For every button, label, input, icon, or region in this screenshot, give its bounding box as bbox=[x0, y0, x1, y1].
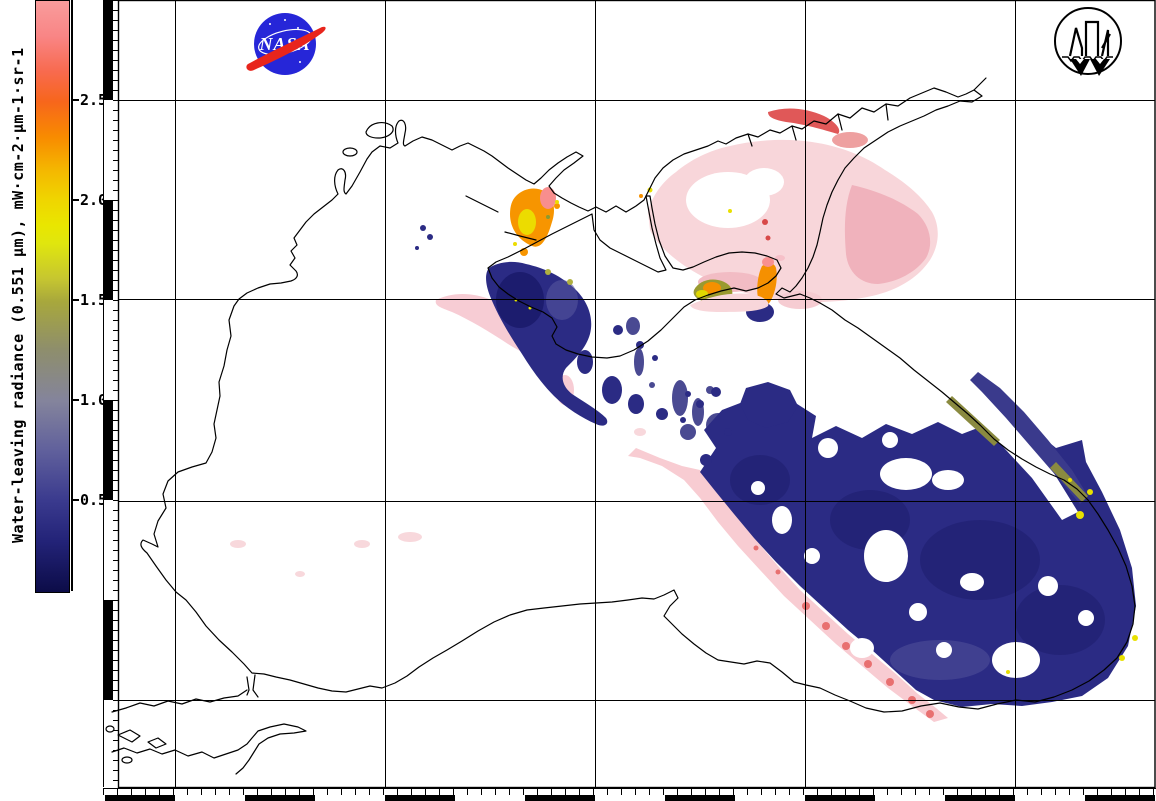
graticule bbox=[118, 1, 1155, 787]
colorbar-tick-label: 1.5 bbox=[80, 291, 108, 309]
mhi-ras-logo bbox=[1054, 7, 1122, 76]
map-frame bbox=[117, 0, 1156, 789]
colorbar-gradient bbox=[35, 0, 70, 593]
radiance-data-layer bbox=[230, 108, 1138, 722]
mhi-sails-icon bbox=[1070, 59, 1110, 76]
colorbar-tick-1.5 bbox=[73, 299, 79, 301]
coastline bbox=[105, 77, 1136, 775]
colorbar-tick-label: 0.5 bbox=[80, 491, 108, 509]
nasa-logo: NASA bbox=[246, 13, 326, 75]
colorbar-tick-2.0 bbox=[73, 199, 79, 201]
nasa-swoosh-icon bbox=[246, 26, 326, 71]
colorbar-tick-label: 2.5 bbox=[80, 91, 108, 109]
mhi-circle-icon bbox=[1054, 7, 1122, 75]
colorbar-tick-2.5 bbox=[73, 99, 79, 101]
colorbar-tick-label: 1.0 bbox=[80, 391, 108, 409]
colorbar-tick-label: 2.0 bbox=[80, 191, 108, 209]
longitude-ruler-blocks bbox=[103, 795, 1156, 801]
colorbar-tick-0.5 bbox=[73, 499, 79, 501]
colorbar-axis-line bbox=[71, 0, 73, 591]
mhi-monogram-icon bbox=[1068, 20, 1111, 57]
colorbar-tick-1.0 bbox=[73, 399, 79, 401]
